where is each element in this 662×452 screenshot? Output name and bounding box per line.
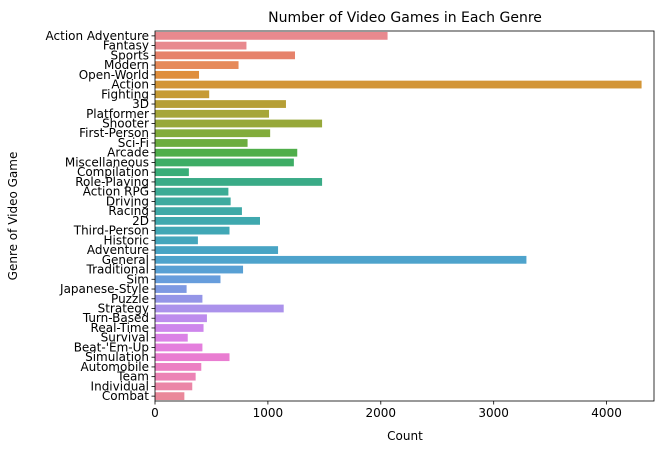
y-tick-label: Action Adventure [46, 29, 149, 43]
y-tick-label: Fantasy [103, 39, 149, 53]
y-tick-label: 3D [132, 97, 149, 111]
bar-sim [155, 275, 221, 284]
bar-first-person [155, 129, 271, 138]
bar-third-person [155, 226, 230, 235]
bar-sci-fi [155, 139, 248, 147]
y-tick-label: Puzzle [111, 292, 149, 306]
y-tick-label: Real-Time [91, 321, 149, 335]
bar-traditional [155, 265, 244, 274]
y-tick-label: Third-Person [73, 224, 149, 238]
x-tick-label: 3000 [478, 406, 509, 420]
bar-japanese-style [155, 285, 187, 293]
bar-fantasy [155, 41, 247, 50]
bar-action-rpg [155, 187, 229, 196]
y-tick-label: Modern [104, 58, 149, 72]
bar-real-time [155, 324, 204, 332]
y-tick-label: First-Person [79, 126, 149, 140]
chart-title: Number of Video Games in Each Genre [268, 10, 542, 26]
bar-strategy [155, 304, 284, 313]
y-tick-label: 2D [132, 214, 149, 228]
bar-combat [155, 392, 185, 401]
y-tick-label: Fighting [101, 87, 149, 101]
x-axis: 0 1000 2000 3000 4000 [151, 401, 622, 420]
y-tick-label: Role-Playing [75, 175, 149, 189]
bar-compilation [155, 168, 189, 177]
y-tick-label: Beat-'Em-Up [74, 340, 149, 354]
y-tick-label: Survival [101, 331, 149, 345]
bar-platformer [155, 109, 270, 118]
y-tick-label: Driving [106, 194, 149, 208]
bar-miscellaneous [155, 158, 294, 167]
bar-automobile [155, 363, 202, 371]
bar-driving [155, 197, 231, 206]
y-tick-label: Historic [103, 233, 149, 247]
x-tick-label: 0 [151, 406, 159, 420]
y-tick-label: Action RPG [83, 185, 149, 199]
y-tick-label: Strategy [98, 302, 149, 316]
y-tick-label: Simulation [85, 350, 149, 364]
bars-group [155, 31, 642, 401]
y-tick-label: Individual [91, 379, 149, 393]
y-tick-label: Automobile [80, 360, 149, 374]
bar-simulation [155, 353, 230, 362]
bar-sports [155, 51, 295, 60]
bar-turn-based [155, 314, 207, 323]
x-tick-label: 4000 [591, 406, 622, 420]
y-tick-label: Shooter [102, 117, 149, 131]
x-tick-label: 2000 [366, 406, 397, 420]
bar-historic [155, 236, 198, 245]
bar-modern [155, 61, 239, 69]
y-axis: Action AdventureFantasySportsModernOpen-… [46, 29, 155, 403]
y-tick-label: Japanese-Style [59, 282, 149, 296]
bar-open-world [155, 70, 200, 79]
bar-arcade [155, 148, 298, 157]
bar-team [155, 372, 196, 381]
y-tick-label: Adventure [87, 243, 149, 257]
bar-action-adventure [155, 31, 388, 40]
y-tick-label: Traditional [86, 263, 149, 277]
x-axis-title: Count [387, 429, 423, 443]
bar-role-playing [155, 178, 323, 186]
bar-fighting [155, 90, 210, 99]
plot-frame [154, 30, 655, 402]
y-tick-label: Team [116, 370, 149, 384]
y-tick-label: Miscellaneous [65, 155, 149, 169]
y-tick-label: Turn-Based [82, 311, 149, 325]
y-tick-label: Action [111, 78, 149, 92]
y-tick-label: Sports [111, 48, 149, 62]
y-tick-label: Racing [108, 204, 149, 218]
y-tick-label: Arcade [107, 146, 149, 160]
bar-racing [155, 207, 242, 216]
y-axis-title: Genre of Video Game [6, 152, 20, 281]
bar-3d [155, 100, 286, 108]
y-tick-label: Sci-Fi [118, 136, 149, 150]
y-tick-label: Sim [126, 272, 149, 286]
bar-general [155, 255, 527, 264]
bar-shooter [155, 119, 323, 128]
bar-adventure [155, 246, 279, 254]
bar-beat-em-up [155, 343, 203, 352]
bar-survival [155, 333, 188, 342]
y-tick-label: Combat [102, 389, 149, 403]
y-tick-label: Compilation [77, 165, 149, 179]
bar-puzzle [155, 294, 203, 303]
y-tick-label: General [102, 253, 149, 267]
bar-action [155, 80, 642, 89]
y-tick-label: Open-World [79, 68, 149, 82]
bar-2d [155, 216, 260, 225]
y-tick-label: Platformer [86, 107, 149, 121]
bar-individual [155, 382, 193, 391]
x-tick-label: 1000 [253, 406, 284, 420]
